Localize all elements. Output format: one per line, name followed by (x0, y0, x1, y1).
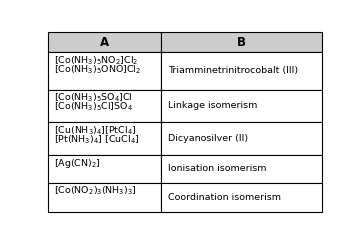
Text: [Ag(CN)$_2$]: [Ag(CN)$_2$] (53, 157, 100, 170)
Bar (161, 52, 322, 90)
Bar (48, 32, 161, 52)
Text: [Co(NH$_3$)$_5$SO$_4$]Cl: [Co(NH$_3$)$_5$SO$_4$]Cl (53, 91, 132, 104)
Text: [Co(NH$_3$)$_5$ONO]Cl$_2$: [Co(NH$_3$)$_5$ONO]Cl$_2$ (53, 63, 141, 76)
Bar (48, 122, 161, 155)
Bar (161, 122, 322, 155)
Text: [Pt(NH$_3$)$_4$] [CuCl$_4$]: [Pt(NH$_3$)$_4$] [CuCl$_4$] (53, 133, 139, 146)
Bar (48, 52, 161, 90)
Text: B: B (237, 36, 246, 48)
Text: Coordination isomerism: Coordination isomerism (168, 193, 281, 202)
Text: [Cu(NH$_3$)$_4$][PtCl$_4$]: [Cu(NH$_3$)$_4$][PtCl$_4$] (53, 124, 136, 137)
Text: [Co(NH$_3$)$_5$NO$_2$]Cl$_2$: [Co(NH$_3$)$_5$NO$_2$]Cl$_2$ (53, 54, 138, 67)
Bar (48, 182, 161, 212)
Text: A: A (100, 36, 109, 48)
Text: Ionisation isomerism: Ionisation isomerism (168, 164, 267, 173)
Bar (161, 182, 322, 212)
Text: Triamminetrinitrocobalt (III): Triamminetrinitrocobalt (III) (168, 67, 298, 75)
Text: [Co(NH$_3$)$_5$Cl]SO$_4$: [Co(NH$_3$)$_5$Cl]SO$_4$ (53, 101, 132, 113)
Bar (161, 32, 322, 52)
Bar (161, 155, 322, 182)
Text: Linkage isomerism: Linkage isomerism (168, 101, 258, 110)
Text: [Co(NO$_2$)$_3$(NH$_3$)$_3$]: [Co(NO$_2$)$_3$(NH$_3$)$_3$] (53, 184, 136, 197)
Bar (161, 90, 322, 122)
Bar (48, 155, 161, 182)
Bar (48, 90, 161, 122)
Text: Dicyanosilver (II): Dicyanosilver (II) (168, 134, 248, 143)
